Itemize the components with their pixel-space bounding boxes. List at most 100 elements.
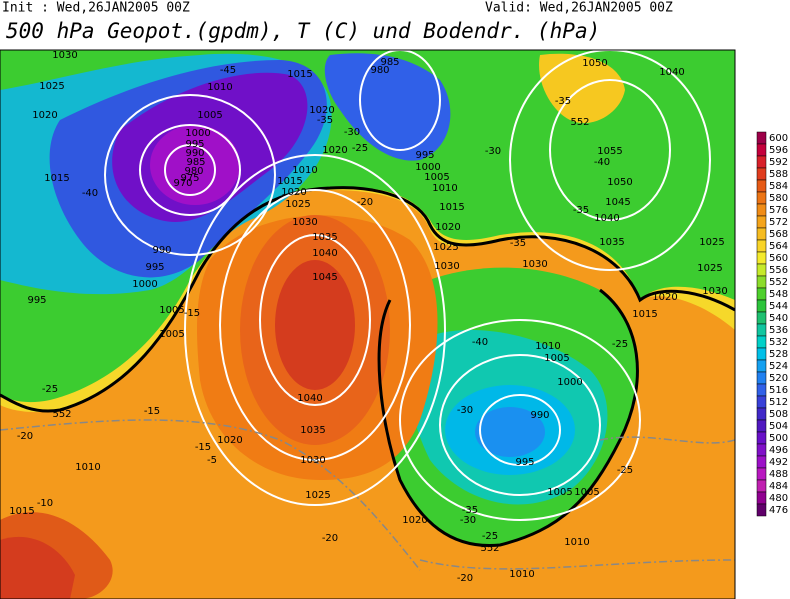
colorbar-label: 532 — [769, 337, 788, 348]
contour-label: -25 — [482, 531, 498, 542]
map-title: 500 hPa Geopot.(gpdm), T (C) und Bodendr… — [6, 19, 600, 43]
contour-label: 1010 — [432, 183, 457, 194]
contour-label: 552 — [570, 117, 589, 128]
colorbar-label: 496 — [769, 445, 788, 456]
colorbar-swatch — [756, 383, 767, 397]
contour-label: 1015 — [632, 309, 657, 320]
contour-label: 1005 — [574, 487, 599, 498]
colorbar-label: 492 — [769, 457, 788, 468]
colorbar-label: 564 — [769, 241, 788, 252]
contour-label: 1040 — [659, 67, 684, 78]
contour-label: 1005 — [159, 329, 184, 340]
colorbar-label: 500 — [769, 433, 788, 444]
contour-label: -45 — [220, 65, 236, 76]
contour-label: 1035 — [300, 425, 325, 436]
colorbar-label: 596 — [769, 145, 788, 156]
contour-label: 1005 — [197, 110, 222, 121]
valid-time: Valid: Wed,26JAN2005 00Z — [485, 1, 673, 16]
contour-label: 995 — [515, 457, 534, 468]
colorbar-swatch — [756, 503, 767, 517]
colorbar-swatch — [756, 359, 767, 373]
contour-label: 995 — [185, 139, 204, 150]
colorbar-swatch — [756, 215, 767, 229]
contour-label: 1020 — [402, 515, 427, 526]
colorbar-label: 508 — [769, 409, 788, 420]
contour-label: 1020 — [32, 110, 57, 121]
contour-label: 1015 — [9, 506, 34, 517]
contour-label: 1000 — [185, 128, 210, 139]
colorbar-swatch — [756, 395, 767, 409]
contour-label: 1020 — [309, 105, 334, 116]
map-frame — [0, 49, 736, 599]
contour-label: 995 — [145, 262, 164, 273]
contour-label: 970 — [173, 178, 192, 189]
colorbar-label: 552 — [769, 277, 788, 288]
contour-label: 985 — [380, 57, 399, 68]
contour-label: -25 — [612, 339, 628, 350]
colorbar-swatch — [756, 275, 767, 289]
colorbar-label: 480 — [769, 493, 788, 504]
colorbar-label: 576 — [769, 205, 788, 216]
colorbar-label: 600 — [769, 133, 788, 144]
contour-label: 1005 — [544, 353, 569, 364]
colorbar-label: 540 — [769, 313, 788, 324]
contour-label: 995 — [415, 150, 434, 161]
colorbar-swatch — [756, 287, 767, 301]
colorbar-swatch — [756, 311, 767, 325]
contour-label: 1015 — [277, 176, 302, 187]
colorbar-swatch — [756, 467, 767, 481]
contour-label: 1025 — [699, 237, 724, 248]
contour-label: 990 — [185, 148, 204, 159]
colorbar-swatch — [756, 299, 767, 313]
colorbar-label: 528 — [769, 349, 788, 360]
colorbar-swatch — [756, 455, 767, 469]
colorbar-swatch — [756, 479, 767, 493]
colorbar-swatch — [756, 251, 767, 265]
contour-label: 1010 — [509, 569, 534, 580]
contour-label: -40 — [82, 188, 98, 199]
colorbar-swatch — [756, 191, 767, 205]
contour-label: 1025 — [39, 81, 64, 92]
colorbar-swatch — [756, 407, 767, 421]
contour-label: -25 — [617, 465, 633, 476]
colorbar-label: 524 — [769, 361, 788, 372]
contour-label: 1015 — [287, 69, 312, 80]
colorbar-swatch — [756, 419, 767, 433]
colorbar-label: 544 — [769, 301, 788, 312]
colorbar-swatch — [756, 239, 767, 253]
colorbar-swatch — [756, 431, 767, 445]
contour-label: 1000 — [415, 162, 440, 173]
contour-label: 1005 — [547, 487, 572, 498]
contour-label: 1020 — [652, 292, 677, 303]
contour-label: -20 — [17, 431, 33, 442]
colorbar-swatch — [756, 155, 767, 169]
colorbar-label: 536 — [769, 325, 788, 336]
contour-label: -35 — [555, 96, 571, 107]
contour-label: -35 — [573, 205, 589, 216]
map-field — [0, 50, 735, 599]
contour-label: 552 — [52, 409, 71, 420]
colorbar-label: 592 — [769, 157, 788, 168]
colorbar-swatch — [756, 203, 767, 217]
contour-label: 1050 — [582, 58, 607, 69]
contour-label: 1055 — [597, 146, 622, 157]
contour-label: 1020 — [281, 187, 306, 198]
colorbar-swatch — [756, 335, 767, 349]
contour-label: 1005 — [159, 305, 184, 316]
contour-label: 1015 — [439, 202, 464, 213]
contour-label: -35 — [510, 238, 526, 249]
contour-label: 1040 — [297, 393, 322, 404]
contour-label: 1045 — [312, 272, 337, 283]
colorbar-label: 484 — [769, 481, 788, 492]
contour-label: 1015 — [44, 173, 69, 184]
contour-label: 1025 — [305, 490, 330, 501]
contour-label: 1010 — [292, 165, 317, 176]
contour-label: 1005 — [424, 172, 449, 183]
colorbar-swatch — [756, 347, 767, 361]
contour-label: 1030 — [292, 217, 317, 228]
contour-label: 1045 — [605, 197, 630, 208]
contour-label: 1020 — [217, 435, 242, 446]
contour-label: 1030 — [702, 286, 727, 297]
colorbar-swatch — [756, 323, 767, 337]
